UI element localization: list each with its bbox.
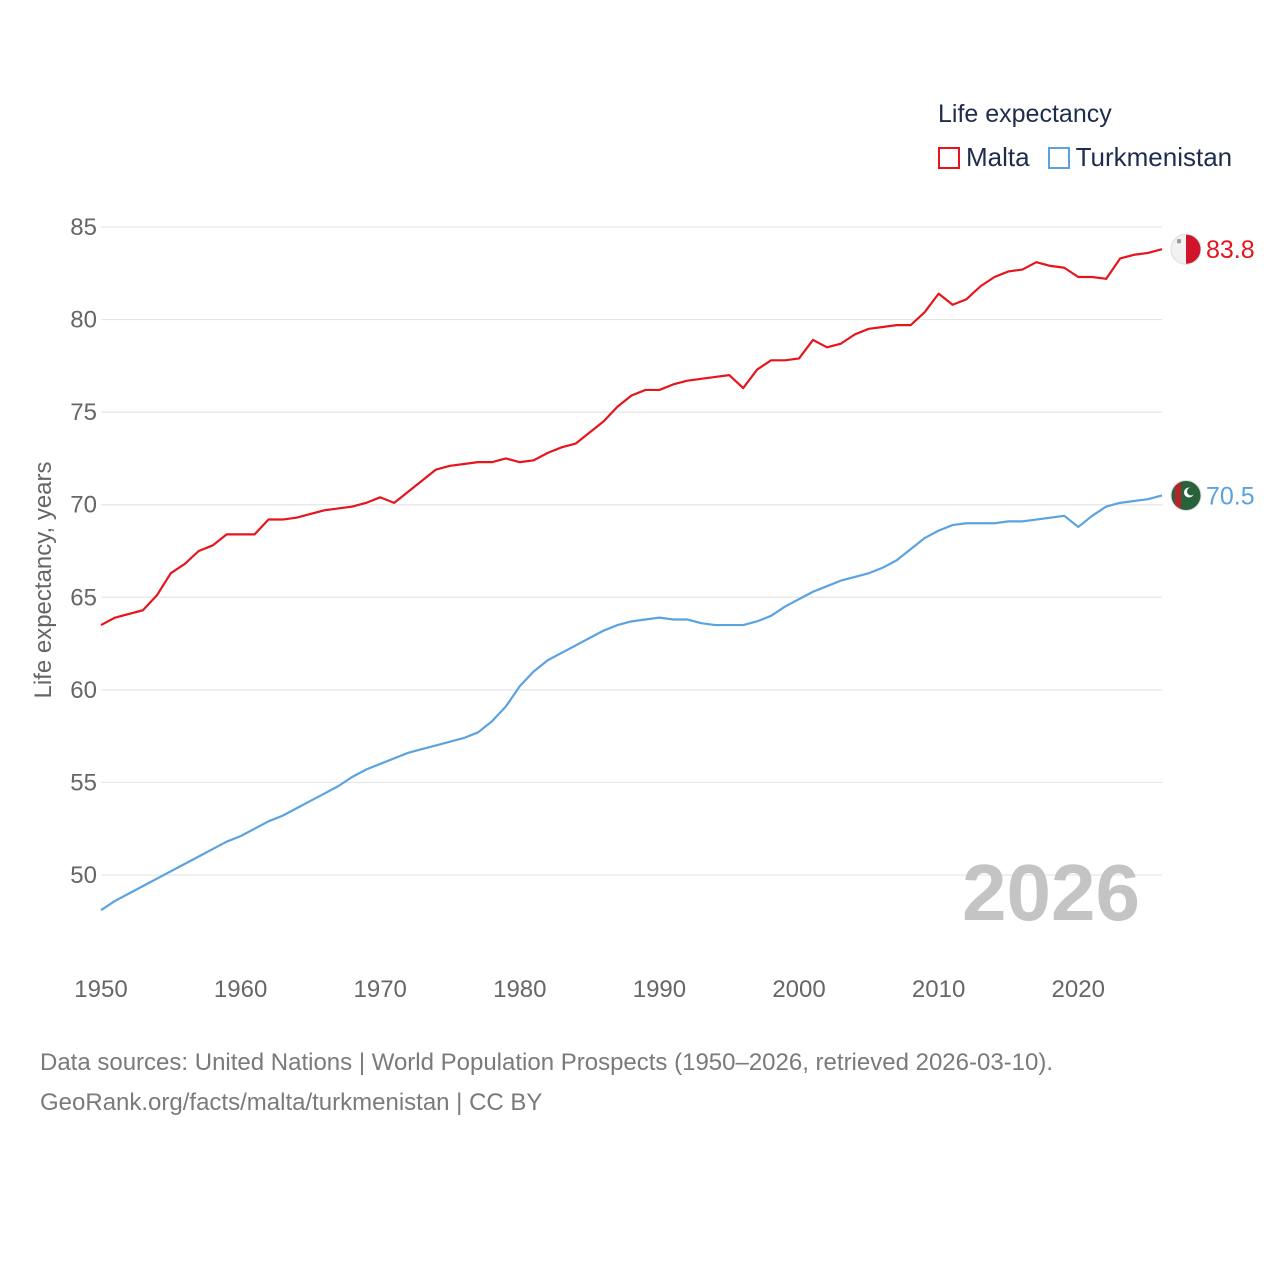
x-tick-label: 1980	[493, 976, 546, 1003]
y-tick-label: 55	[70, 769, 97, 796]
series-line-malta[interactable]	[100, 248, 1163, 627]
footer: Data sources: United Nations | World Pop…	[40, 1043, 1053, 1123]
series-endpoints: 83.8 70.5	[1170, 233, 1255, 511]
end-value-label-malta: 83.8	[1206, 236, 1255, 264]
x-tick-label: 2020	[1052, 976, 1105, 1003]
legend-swatch-turkmenistan	[1047, 146, 1070, 169]
legend: Malta Turkmenistan	[938, 142, 1250, 173]
gridlines	[101, 226, 1162, 876]
x-tick-label: 2010	[912, 976, 965, 1003]
end-value-label-turkmenistan: 70.5	[1206, 482, 1255, 510]
x-tick-label: 1960	[214, 976, 267, 1003]
legend-title: Life expectancy	[938, 100, 1112, 128]
footer-attribution[interactable]: GeoRank.org/facts/malta/turkmenistan | C…	[40, 1089, 543, 1116]
x-axis-ticks: 1950 1960 1970 1980 1990 2000 2010 2020	[74, 976, 1105, 1003]
y-axis-label: Life expectancy, years	[30, 461, 57, 698]
footer-sources: Data sources: United Nations | World Pop…	[40, 1049, 1054, 1076]
x-tick-label: 1950	[74, 976, 127, 1003]
malta-flag-icon	[1170, 233, 1202, 265]
x-tick-label: 2000	[772, 976, 825, 1003]
y-tick-label: 60	[70, 677, 97, 704]
legend-label-malta: Malta	[966, 142, 1030, 172]
y-tick-label: 65	[70, 584, 97, 611]
y-tick-label: 80	[70, 307, 97, 334]
x-tick-label: 1990	[633, 976, 686, 1003]
x-tick-label: 1970	[354, 976, 407, 1003]
y-axis-ticks: 50 55 60 65 70 75 80 85	[70, 214, 97, 889]
turkmenistan-flag-icon	[1170, 479, 1202, 511]
y-tick-label: 75	[70, 399, 97, 426]
y-tick-label: 50	[70, 862, 97, 889]
legend-label-turkmenistan: Turkmenistan	[1075, 142, 1233, 172]
legend-item-turkmenistan[interactable]: Turkmenistan	[1047, 142, 1233, 173]
series-lines	[100, 248, 1163, 912]
year-watermark: 2026	[962, 848, 1140, 937]
series-line-turkmenistan[interactable]	[100, 494, 1163, 912]
legend-item-malta[interactable]: Malta	[938, 142, 1030, 173]
y-tick-label: 70	[70, 492, 97, 519]
legend-swatch-malta	[938, 146, 960, 169]
y-tick-label: 85	[70, 214, 97, 241]
